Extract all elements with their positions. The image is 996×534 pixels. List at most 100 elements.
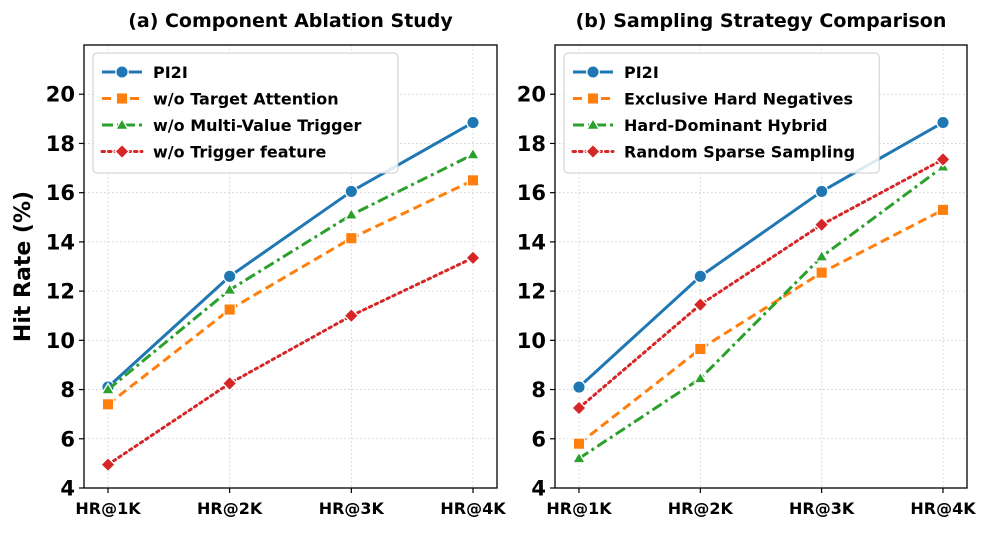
x-tick-label: HR@1K — [546, 499, 612, 518]
legend-box — [92, 52, 399, 174]
x-tick-label: HR@4K — [440, 499, 506, 518]
series-line — [578, 165, 944, 460]
legend: PI2I Exclusive Hard Negatives Hard-Dominan… — [563, 52, 880, 174]
series-hard-dominant-hybrid — [571, 159, 951, 464]
legend-label: PI2I — [153, 63, 188, 82]
data-point — [813, 216, 830, 233]
y-tick-label: 20 — [517, 83, 546, 107]
data-point — [936, 203, 950, 217]
series-exclusive-hard-negatives — [572, 203, 950, 451]
data-point — [815, 266, 829, 280]
series-line — [107, 179, 474, 406]
legend-marker — [114, 143, 130, 160]
legend-label: w/o Target Attention — [153, 90, 339, 109]
x-tick-label: HR@3K — [319, 499, 385, 518]
series-line — [577, 157, 945, 410]
legend-box — [563, 52, 880, 174]
legend-marker — [114, 117, 130, 130]
legend-marker — [586, 92, 600, 105]
y-tick-label: 18 — [517, 132, 546, 156]
y-tick-label: 12 — [46, 280, 75, 304]
y-tick-label: 4 — [60, 477, 75, 501]
data-point — [692, 296, 709, 313]
data-point — [466, 115, 480, 130]
legend-label: Hard-Dominant Hybrid — [624, 116, 828, 135]
data-point — [222, 282, 238, 295]
chart-panel-a: 4 6 8 10 12 14 16 18 20 HR@1K HR@2K HR@3K HR@4K (a) C… — [11, 10, 506, 518]
y-tick-label: 10 — [46, 329, 75, 353]
y-tick-label: 10 — [517, 329, 546, 353]
data-point — [466, 174, 480, 187]
y-tick-label: 8 — [60, 378, 75, 402]
legend-marker — [585, 117, 601, 130]
legend: PI2I w/o Target Attention w/o Multi-Value … — [92, 52, 399, 174]
data-point — [222, 269, 237, 284]
series-line — [106, 121, 474, 389]
data-point — [693, 342, 707, 356]
legend-marker — [115, 92, 129, 105]
x-tick-label: HR@4K — [910, 499, 976, 518]
data-point — [465, 249, 481, 266]
x-tick-label: HR@1K — [75, 499, 141, 518]
data-point — [936, 115, 950, 130]
data-point — [344, 184, 359, 199]
y-tick-label: 14 — [517, 230, 546, 254]
series-line — [578, 208, 944, 445]
data-point — [693, 269, 708, 284]
y-tick-label: 14 — [46, 230, 75, 254]
data-point — [343, 207, 359, 220]
series-random-sparse-sampling — [571, 151, 951, 416]
data-point — [223, 303, 237, 316]
data-point — [100, 382, 116, 395]
data-point — [571, 450, 587, 464]
data-point — [344, 231, 358, 245]
data-point — [572, 437, 586, 451]
data-point — [343, 307, 360, 324]
data-point — [572, 380, 586, 394]
chart-title: (b) Sampling Strategy Comparison — [576, 10, 947, 32]
data-point — [692, 370, 708, 384]
x-tick-label: HR@3K — [789, 499, 855, 518]
data-point — [814, 249, 830, 262]
y-tick-label: 8 — [531, 378, 546, 402]
legend-label: Exclusive Hard Negatives — [624, 90, 853, 109]
plot-frame — [83, 44, 498, 489]
series-line — [106, 256, 475, 467]
data-point — [101, 397, 115, 411]
y-tick-label: 20 — [46, 83, 75, 107]
data-point — [814, 184, 829, 199]
y-tick-label: 16 — [46, 181, 75, 205]
legend-label: Random Sparse Sampling — [624, 143, 855, 162]
series-w-o-target-attention — [101, 174, 480, 411]
y-tick-label: 6 — [60, 427, 75, 451]
series-line — [107, 153, 474, 391]
chart-panel-b: 4 6 8 10 12 14 16 18 20 HR@1K HR@2K HR@3K HR@4K (b) S… — [517, 10, 976, 518]
plot-frame — [554, 44, 968, 489]
legend-marker — [586, 65, 600, 79]
x-tick-label: HR@2K — [197, 499, 263, 518]
legend-label: w/o Multi-Value Trigger — [153, 116, 361, 135]
legend-marker — [585, 143, 601, 160]
data-point — [571, 400, 587, 416]
y-tick-label: 12 — [517, 280, 546, 304]
series-pi2i — [572, 115, 950, 394]
y-tick-label: 4 — [531, 477, 546, 501]
series-w-o-multi-value-trigger — [100, 147, 481, 395]
legend-label: w/o Trigger feature — [153, 143, 326, 162]
y-tick-label: 6 — [531, 427, 546, 451]
data-point — [221, 375, 238, 392]
y-axis-label: Hit Rate (%) — [11, 191, 36, 342]
y-tick-label: 16 — [517, 181, 546, 205]
x-tick-label: HR@2K — [668, 499, 734, 518]
chart-title: (a) Component Ablation Study — [128, 10, 453, 32]
y-tick-label: 18 — [46, 132, 75, 156]
series-line — [577, 121, 944, 389]
data-point — [935, 151, 951, 168]
data-point — [465, 147, 481, 160]
legend-label: PI2I — [624, 63, 659, 82]
series-w-o-trigger-feature — [100, 249, 481, 473]
data-point — [100, 456, 116, 473]
legend-marker — [115, 65, 129, 79]
